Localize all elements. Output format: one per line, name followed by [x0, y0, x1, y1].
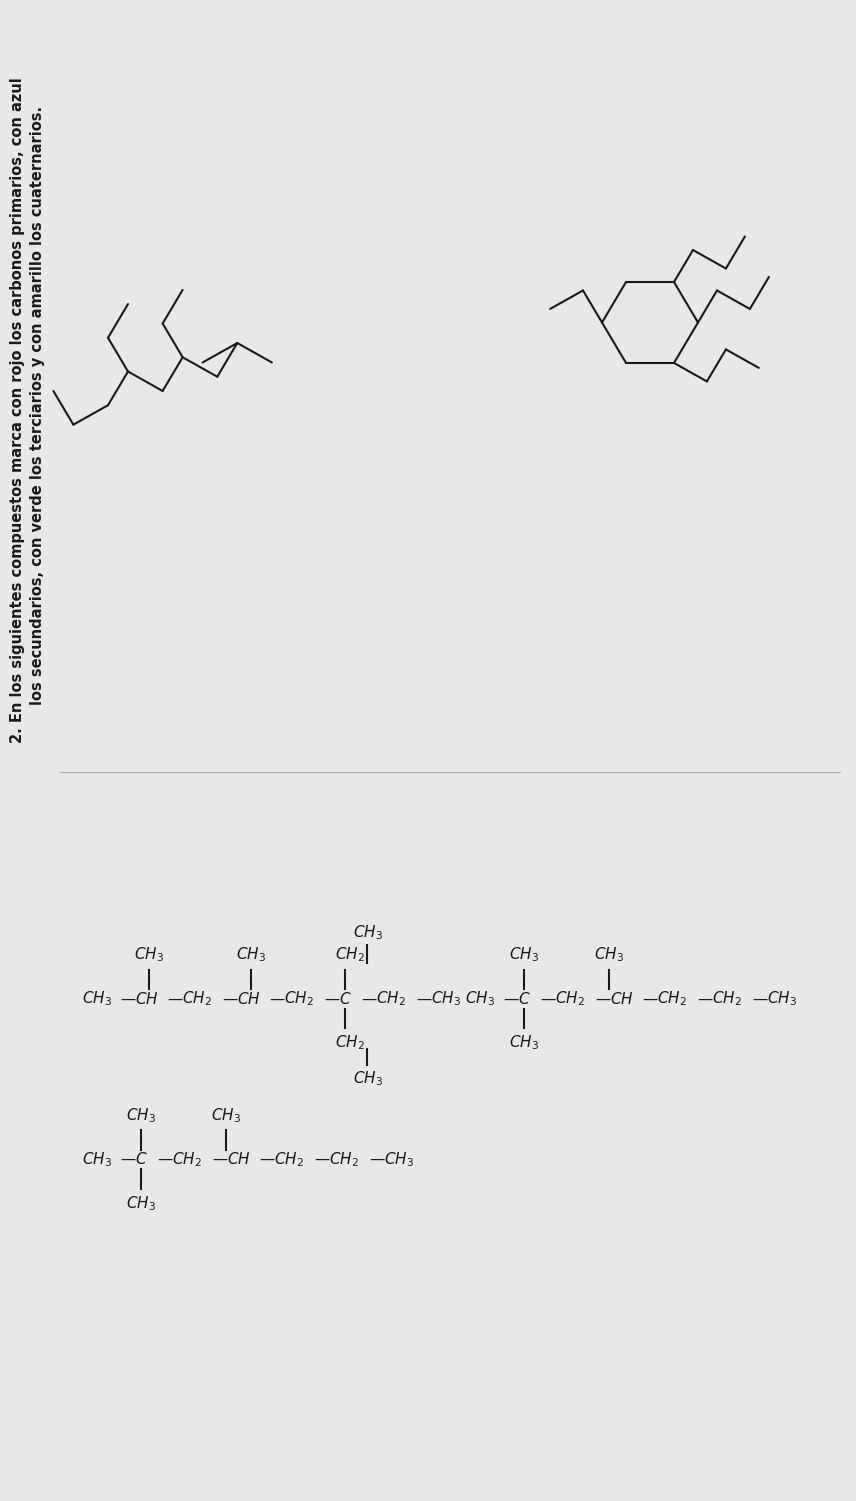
Text: —: — [167, 991, 182, 1006]
Text: $CH_2$: $CH_2$ [712, 989, 742, 1009]
Text: $CH_3$: $CH_3$ [384, 1150, 414, 1169]
Text: $CH_3$: $CH_3$ [353, 923, 383, 943]
Text: 2. En los siguientes compuestos marca con rojo los carbonos primarios, con azul: 2. En los siguientes compuestos marca co… [10, 77, 26, 743]
Text: $CH_2$: $CH_2$ [329, 1150, 359, 1169]
Text: $C$: $C$ [135, 1151, 147, 1168]
Text: —: — [595, 991, 610, 1006]
Text: —: — [540, 991, 556, 1006]
Text: $CH_3$: $CH_3$ [509, 1033, 539, 1052]
Text: $C$: $C$ [518, 991, 531, 1007]
Text: los secundarios, con verde los terciarios y con amarillo los cuaternarios.: los secundarios, con verde los terciario… [31, 105, 45, 705]
Text: —: — [212, 1151, 227, 1166]
Text: —: — [222, 991, 237, 1006]
Text: $CH_2$: $CH_2$ [555, 989, 585, 1009]
Text: $CH_2$: $CH_2$ [274, 1150, 304, 1169]
Text: —: — [697, 991, 712, 1006]
Text: $CH_2$: $CH_2$ [335, 1033, 365, 1052]
Text: $CH_2$: $CH_2$ [284, 989, 314, 1009]
Text: —: — [416, 991, 431, 1006]
Text: $CH_2$: $CH_2$ [376, 989, 406, 1009]
Text: $CH_3$: $CH_3$ [82, 989, 112, 1009]
Text: —: — [324, 991, 339, 1006]
Text: —: — [752, 991, 767, 1006]
Text: $CH_3$: $CH_3$ [236, 946, 266, 965]
Text: $CH_3$: $CH_3$ [211, 1106, 241, 1124]
Text: —: — [259, 1151, 274, 1166]
Text: $CH_3$: $CH_3$ [126, 1193, 156, 1213]
Text: $C$: $C$ [339, 991, 352, 1007]
Text: —: — [269, 991, 284, 1006]
Text: —: — [642, 991, 657, 1006]
Text: $CH_2$: $CH_2$ [335, 946, 365, 965]
Text: —: — [157, 1151, 172, 1166]
Text: $CH_3$: $CH_3$ [509, 946, 539, 965]
Text: $CH_3$: $CH_3$ [126, 1106, 156, 1124]
Text: $CH$: $CH$ [610, 991, 633, 1007]
Text: $CH_3$: $CH_3$ [353, 1069, 383, 1088]
Text: $CH_2$: $CH_2$ [657, 989, 687, 1009]
Text: —: — [361, 991, 377, 1006]
Text: $CH$: $CH$ [135, 991, 158, 1007]
Text: $CH_2$: $CH_2$ [172, 1150, 202, 1169]
Text: $CH_3$: $CH_3$ [594, 946, 624, 965]
Text: $CH$: $CH$ [227, 1151, 251, 1168]
Text: $CH_3$: $CH_3$ [767, 989, 797, 1009]
Text: $CH_3$: $CH_3$ [431, 989, 461, 1009]
Text: —: — [120, 1151, 135, 1166]
Text: $CH_2$: $CH_2$ [182, 989, 211, 1009]
Text: —: — [369, 1151, 384, 1166]
Text: —: — [314, 1151, 330, 1166]
Text: —: — [503, 991, 518, 1006]
Text: —: — [120, 991, 135, 1006]
Text: $CH$: $CH$ [237, 991, 261, 1007]
Text: $CH_3$: $CH_3$ [134, 946, 164, 965]
Text: $CH_3$: $CH_3$ [465, 989, 495, 1009]
Text: $CH_3$: $CH_3$ [82, 1150, 112, 1169]
